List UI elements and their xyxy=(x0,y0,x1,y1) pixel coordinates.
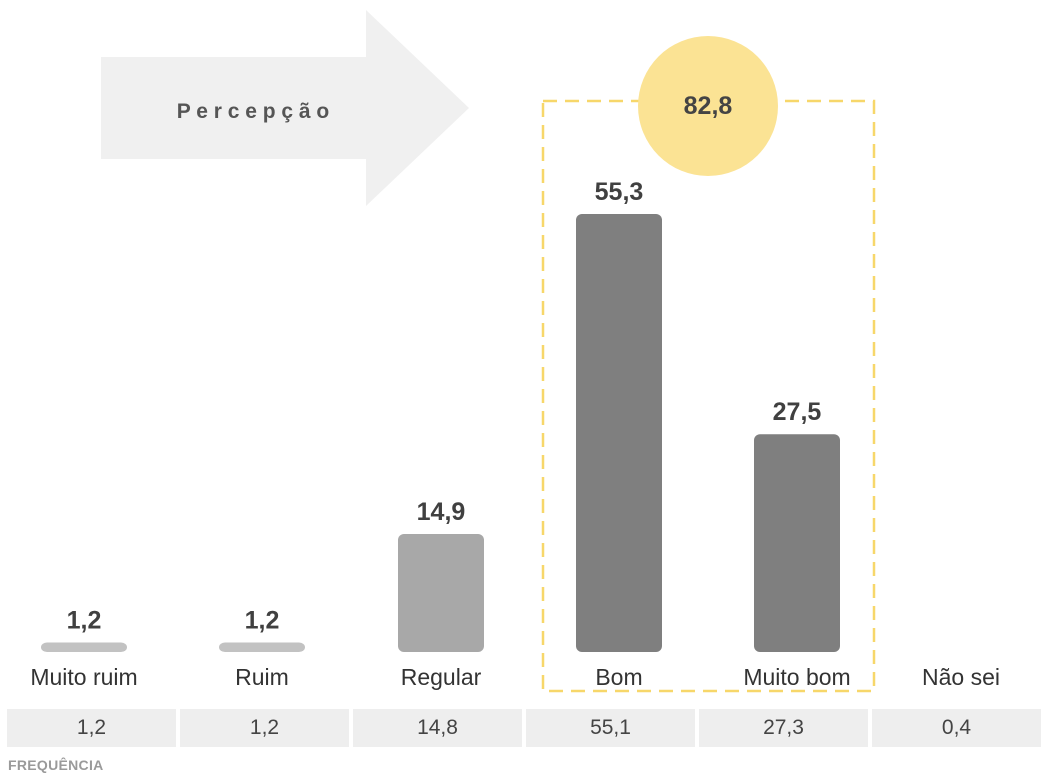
category-label: Bom xyxy=(595,664,642,690)
bar-bom xyxy=(576,214,662,652)
category-label: Regular xyxy=(401,664,482,690)
bar-value-label: 1,2 xyxy=(67,606,102,634)
category-label: Não sei xyxy=(922,664,1000,690)
bar-ruim xyxy=(219,642,305,652)
bar-value-label: 1,2 xyxy=(245,606,280,634)
frequency-cell: 1,2 xyxy=(7,709,176,747)
highlight-total: 82,8 xyxy=(684,92,733,120)
frequency-cell: 27,3 xyxy=(699,709,868,747)
bar-muito-ruim xyxy=(41,642,127,652)
frequency-cell: 55,1 xyxy=(526,709,695,747)
frequency-cell: 0,4 xyxy=(872,709,1041,747)
bar-regular xyxy=(398,533,484,652)
category-label: Ruim xyxy=(235,664,289,690)
banner-label: P e r c e p ç ã o xyxy=(177,100,330,123)
banner-arrow xyxy=(101,10,469,206)
bar-muito-bom xyxy=(754,434,840,652)
bar-value-label: 27,5 xyxy=(773,398,822,426)
frequency-row: 1,2 1,2 14,8 55,1 27,3 0,4 xyxy=(7,709,1041,747)
category-label: Muito bom xyxy=(743,664,850,690)
chart-area: P e r c e p ç ã o 82,8 1,2 Muito ruim 1,2 R… xyxy=(30,10,1000,693)
highlight-circle xyxy=(638,36,778,176)
frequency-label: FREQUÊNCIA xyxy=(8,757,104,773)
bar-value-label: 14,9 xyxy=(417,498,466,526)
frequency-cell: 14,8 xyxy=(353,709,522,747)
bar-value-label: 55,3 xyxy=(595,178,644,206)
frequency-cell: 1,2 xyxy=(180,709,349,747)
category-label: Muito ruim xyxy=(30,664,137,690)
